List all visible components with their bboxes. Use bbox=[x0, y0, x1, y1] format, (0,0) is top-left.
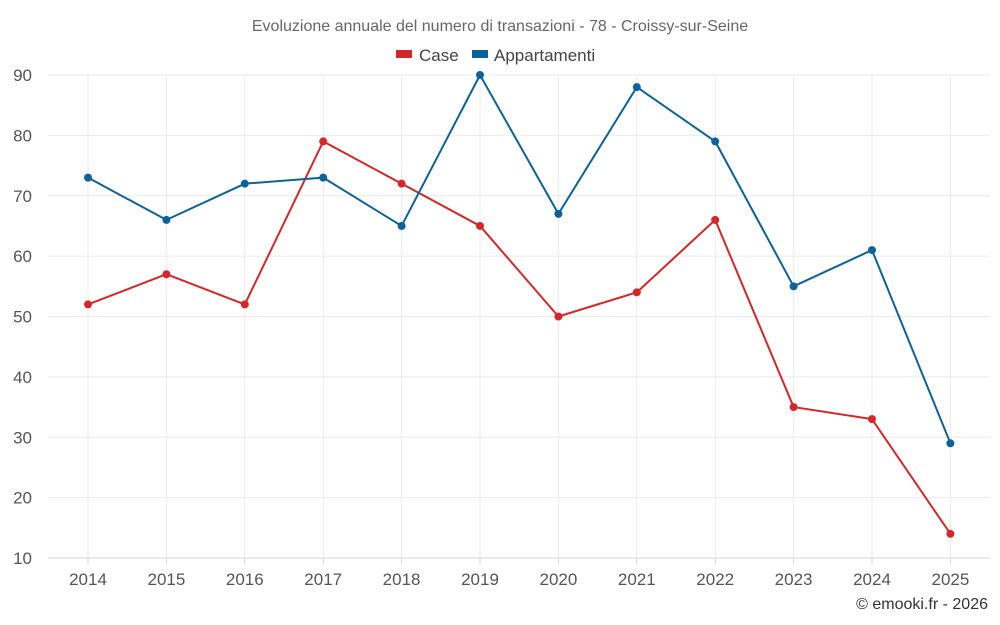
y-tick-label: 10 bbox=[13, 549, 32, 568]
x-tick-label: 2017 bbox=[304, 570, 342, 589]
x-tick-label: 2014 bbox=[69, 570, 107, 589]
chart-title: Evoluzione annuale del numero di transaz… bbox=[252, 18, 748, 35]
y-tick-label: 70 bbox=[13, 187, 32, 206]
data-point-case[interactable] bbox=[868, 415, 876, 424]
data-point-appartamenti[interactable] bbox=[84, 173, 92, 182]
data-point-appartamenti[interactable] bbox=[554, 209, 563, 218]
legend: Case Appartamenti bbox=[396, 46, 595, 65]
x-axis-ticks: 2014 2015 2016 2017 2018 2019 2020 2021 2022 2023… bbox=[69, 558, 969, 589]
data-point-case[interactable] bbox=[789, 403, 798, 412]
y-tick-label: 90 bbox=[13, 66, 32, 85]
data-point-case[interactable] bbox=[84, 300, 92, 309]
y-tick-label: 30 bbox=[13, 428, 32, 447]
y-axis-ticks: 10 20 30 40 50 60 70 80 90 bbox=[13, 66, 32, 568]
y-tick-label: 50 bbox=[13, 308, 32, 327]
series-case bbox=[84, 137, 955, 538]
data-point-appartamenti[interactable] bbox=[946, 439, 955, 448]
y-tick-label: 20 bbox=[13, 489, 32, 508]
data-point-appartamenti[interactable] bbox=[632, 83, 641, 92]
y-tick-label: 60 bbox=[13, 247, 32, 266]
legend-swatch-appartamenti bbox=[472, 50, 488, 58]
x-tick-label: 2025 bbox=[931, 570, 969, 589]
data-point-appartamenti[interactable] bbox=[397, 221, 406, 230]
x-tick-label: 2024 bbox=[853, 570, 891, 589]
x-tick-label: 2018 bbox=[383, 570, 421, 589]
legend-swatch-case bbox=[396, 50, 412, 58]
data-point-case[interactable] bbox=[162, 270, 171, 279]
series-line-appartamenti bbox=[87, 74, 952, 444]
series bbox=[84, 71, 955, 538]
series-line-case bbox=[87, 140, 952, 535]
data-point-case[interactable] bbox=[946, 529, 955, 538]
data-point-appartamenti[interactable] bbox=[789, 282, 798, 291]
data-point-case[interactable] bbox=[397, 179, 406, 188]
data-point-appartamenti[interactable] bbox=[711, 137, 720, 146]
data-point-case[interactable] bbox=[554, 312, 563, 321]
data-point-case[interactable] bbox=[319, 137, 328, 146]
legend-label-case: Case bbox=[419, 46, 459, 65]
x-tick-label: 2022 bbox=[696, 570, 734, 589]
y-tick-label: 80 bbox=[13, 126, 32, 145]
data-point-appartamenti[interactable] bbox=[476, 71, 484, 79]
data-point-appartamenti[interactable] bbox=[240, 179, 249, 188]
data-point-appartamenti[interactable] bbox=[319, 173, 328, 182]
data-point-appartamenti[interactable] bbox=[162, 215, 171, 224]
grid bbox=[48, 74, 990, 558]
data-point-case[interactable] bbox=[240, 300, 249, 309]
credit-text: © emooki.fr - 2026 bbox=[856, 596, 988, 613]
x-tick-label: 2019 bbox=[461, 570, 499, 589]
data-point-case[interactable] bbox=[711, 215, 720, 224]
x-tick-label: 2020 bbox=[539, 570, 577, 589]
data-point-case[interactable] bbox=[476, 221, 484, 230]
series-appartamenti bbox=[84, 71, 955, 448]
legend-item-appartamenti[interactable]: Appartamenti bbox=[472, 46, 595, 65]
data-point-case[interactable] bbox=[632, 288, 641, 297]
legend-item-case[interactable]: Case bbox=[396, 46, 459, 65]
x-tick-label: 2016 bbox=[226, 570, 264, 589]
x-tick-label: 2021 bbox=[618, 570, 656, 589]
x-tick-label: 2015 bbox=[147, 570, 185, 589]
x-tick-label: 2023 bbox=[775, 570, 813, 589]
y-tick-label: 40 bbox=[13, 368, 32, 387]
legend-label-appartamenti: Appartamenti bbox=[494, 46, 595, 65]
data-point-appartamenti[interactable] bbox=[868, 246, 876, 255]
